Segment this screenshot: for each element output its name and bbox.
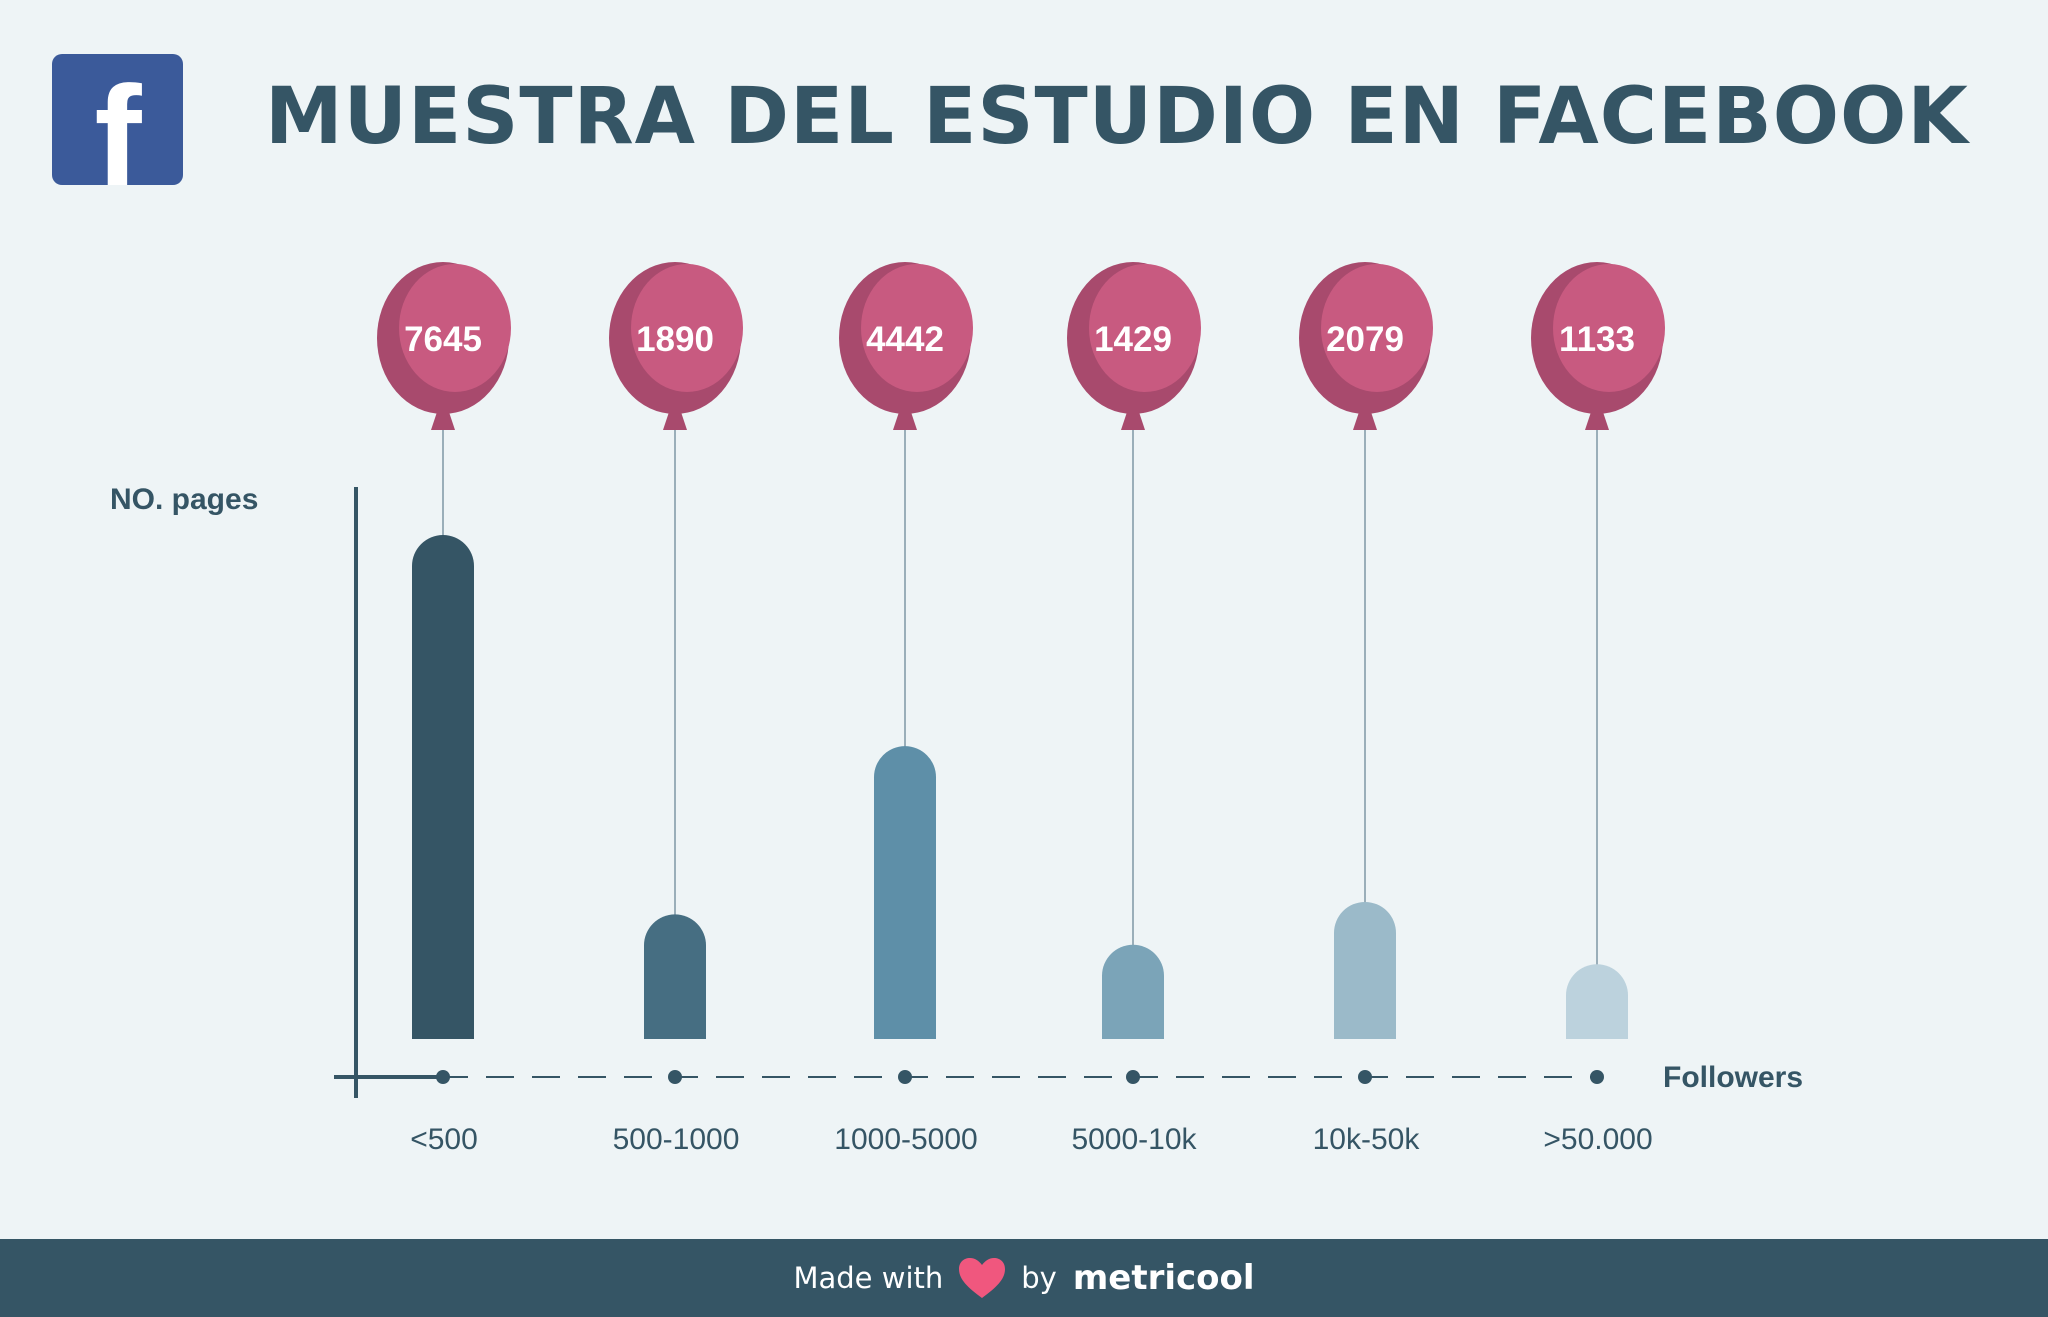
x-axis-label: Followers xyxy=(1663,1061,1803,1094)
data-label: 2079 xyxy=(1326,320,1404,359)
heart-icon xyxy=(959,1258,1006,1298)
x-tick-label: 1000-5000 xyxy=(834,1123,977,1156)
x-tick-label: 10k-50k xyxy=(1313,1123,1421,1156)
axis-dot xyxy=(668,1070,682,1084)
x-tick-label: 500-1000 xyxy=(613,1123,740,1156)
data-label: 1429 xyxy=(1094,320,1172,359)
balloon-highlight xyxy=(1553,264,1665,392)
balloon-bar-chart: NO. pages Followers 7645 <500 1890 500-1000… xyxy=(110,262,1803,1156)
balloon-highlight xyxy=(1089,264,1201,392)
facebook-logo-letter: f xyxy=(94,57,142,185)
balloon-highlight xyxy=(631,264,743,392)
footer: Made with by metricool xyxy=(0,1239,2048,1317)
balloon-knot xyxy=(1121,412,1145,430)
balloon-highlight xyxy=(399,264,511,392)
data-label: 4442 xyxy=(866,320,944,359)
y-axis-label: NO. pages xyxy=(110,483,258,516)
x-tick-label: 5000-10k xyxy=(1071,1123,1197,1156)
footer-by: by xyxy=(1021,1261,1057,1295)
balloon-knot xyxy=(1353,412,1377,430)
bar-2 xyxy=(874,746,936,1039)
bar-4 xyxy=(1334,901,1396,1039)
axis-dot xyxy=(1126,1070,1140,1084)
axis-dot xyxy=(436,1070,450,1084)
footer-brand: metricool xyxy=(1072,1258,1255,1298)
data-label: 1133 xyxy=(1559,320,1635,359)
balloon-highlight xyxy=(861,264,973,392)
balloon-knot xyxy=(893,412,917,430)
data-label: 7645 xyxy=(404,320,482,359)
balloon-knot xyxy=(1585,412,1609,430)
axis-dot xyxy=(1590,1070,1604,1084)
balloon-knot xyxy=(431,412,455,430)
bar-1 xyxy=(644,914,706,1039)
footer-made-with: Made with xyxy=(793,1261,944,1295)
x-tick-label: >50.000 xyxy=(1543,1123,1652,1156)
bar-5 xyxy=(1566,964,1628,1039)
facebook-icon: f xyxy=(52,54,183,185)
axis-dot xyxy=(898,1070,912,1084)
x-tick-label: <500 xyxy=(410,1123,478,1156)
axis-dot xyxy=(1358,1070,1372,1084)
data-label: 1890 xyxy=(636,320,714,359)
balloon-knot xyxy=(663,412,687,430)
page-title: MUESTRA DEL ESTUDIO EN FACEBOOK xyxy=(265,72,1969,162)
bar-0 xyxy=(412,535,474,1039)
balloon-highlight xyxy=(1321,264,1433,392)
bar-3 xyxy=(1102,944,1164,1039)
